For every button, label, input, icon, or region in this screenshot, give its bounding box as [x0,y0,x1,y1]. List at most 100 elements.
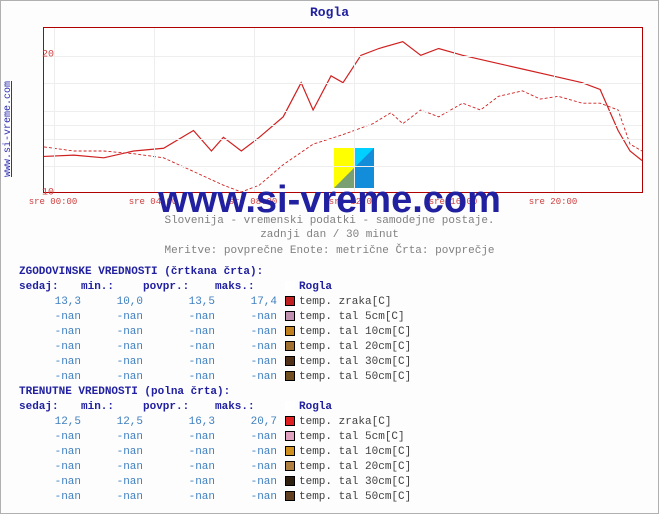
legend-swatch [285,476,295,486]
subtitle-1: Slovenija - vremenski podatki - samodejn… [1,215,658,227]
legend-label: temp. tal 5cm[C] [299,431,405,443]
legend-label: temp. zraka[C] [299,416,391,428]
legend-label: temp. tal 5cm[C] [299,311,405,323]
table-row: -nan-nan-nan-nantemp. tal 5cm[C] [19,310,411,325]
legend-label: temp. zraka[C] [299,296,391,308]
cell: -nan [81,445,143,460]
cell: 10,0 [81,295,143,310]
legend-swatch [285,446,295,456]
legend-swatch [285,461,295,471]
cell: -nan [19,355,81,370]
cell: -nan [19,370,81,385]
col-head: maks.: [215,280,277,295]
cell: -nan [215,370,277,385]
cell: -nan [81,490,143,505]
legend-label: temp. tal 10cm[C] [299,326,411,338]
cell: -nan [19,445,81,460]
legend-swatch [285,431,295,441]
cell: -nan [215,475,277,490]
cell: -nan [19,460,81,475]
cell: -nan [215,445,277,460]
chart-title: Rogla [1,1,658,24]
x-tick: sre 00:00 [29,197,78,207]
cell: 13,5 [143,295,215,310]
subtitle-2: zadnji dan / 30 minut [1,229,658,241]
cell: -nan [81,370,143,385]
table-row: 13,310,013,517,4 temp. zraka[C] [19,295,411,310]
cell: -nan [215,310,277,325]
table-row: -nan-nan-nan-nantemp. tal 50cm[C] [19,370,411,385]
legend-swatch [285,371,295,381]
site-link-vertical[interactable]: www.si-vreme.com [3,81,14,177]
legend-swatch [285,491,295,501]
weather-panel: www.si-vreme.com Rogla sre 00:00sre 04:0… [0,0,659,514]
cell: -nan [81,460,143,475]
cell: -nan [81,430,143,445]
legend-swatch [285,356,295,366]
cell: -nan [19,310,81,325]
legend-swatch [285,296,295,306]
x-tick: sre 12:00 [329,197,378,207]
col-head: sedaj: [19,280,81,295]
legend-label: temp. tal 30cm[C] [299,356,411,368]
cell: -nan [143,475,215,490]
cell: 16,3 [143,415,215,430]
cell: -nan [19,490,81,505]
cell: -nan [143,355,215,370]
legend-label: temp. tal 20cm[C] [299,461,411,473]
cell: -nan [215,340,277,355]
x-tick: sre 16:00 [429,197,478,207]
legend-label: temp. tal 50cm[C] [299,491,411,503]
col-head: povpr.: [143,400,215,415]
cell: -nan [143,310,215,325]
cell: -nan [215,460,277,475]
subtitle-3: Meritve: povprečne Enote: metrične Črta:… [1,245,658,257]
cell: -nan [19,475,81,490]
cell: -nan [19,340,81,355]
col-head: maks.: [215,400,277,415]
cell: -nan [81,325,143,340]
cell: -nan [19,325,81,340]
cell: -nan [143,370,215,385]
legend-label: temp. tal 50cm[C] [299,371,411,383]
x-tick: sre 04:00 [129,197,178,207]
table-row: -nan-nan-nan-nantemp. tal 30cm[C] [19,475,411,490]
cell: -nan [81,355,143,370]
cell: 12,5 [81,415,143,430]
legend-swatch [285,416,295,426]
data-tables: ZGODOVINSKE VREDNOSTI (črtkana črta):sed… [19,265,411,505]
chart: sre 00:00sre 04:00sre 08:00sre 12:00sre … [43,27,643,193]
x-tick: sre 20:00 [529,197,578,207]
cell: -nan [143,340,215,355]
cell: -nan [143,445,215,460]
cell: -nan [19,430,81,445]
cell: -nan [81,475,143,490]
cell: 13,3 [19,295,81,310]
cell: -nan [143,430,215,445]
legend-label: temp. tal 30cm[C] [299,476,411,488]
y-tick: 10 [42,188,54,199]
col-head: povpr.: [143,280,215,295]
cell: -nan [81,310,143,325]
cell: -nan [143,325,215,340]
col-head: sedaj: [19,400,81,415]
cell: 20,7 [215,415,277,430]
x-tick: sre 08:00 [229,197,278,207]
cell: -nan [143,490,215,505]
table-row: 12,512,516,320,7temp. zraka[C] [19,415,411,430]
y-tick: 20 [42,49,54,60]
cell: 12,5 [19,415,81,430]
cell: -nan [215,325,277,340]
table-row: -nan-nan-nan-nantemp. tal 5cm[C] [19,430,411,445]
col-head: min.: [81,400,143,415]
cell: -nan [215,355,277,370]
cell: -nan [81,340,143,355]
table-row: -nan-nan-nan-nantemp. tal 20cm[C] [19,460,411,475]
legend-head: Rogla [299,280,332,295]
section-head: TRENUTNE VREDNOSTI (polna črta): [19,385,411,400]
cell: 17,4 [215,295,277,310]
table-row: -nan-nan-nan-nantemp. tal 50cm[C] [19,490,411,505]
plot-area [43,27,643,193]
table-row: -nan-nan-nan-nantemp. tal 10cm[C] [19,325,411,340]
section-head: ZGODOVINSKE VREDNOSTI (črtkana črta): [19,265,411,280]
